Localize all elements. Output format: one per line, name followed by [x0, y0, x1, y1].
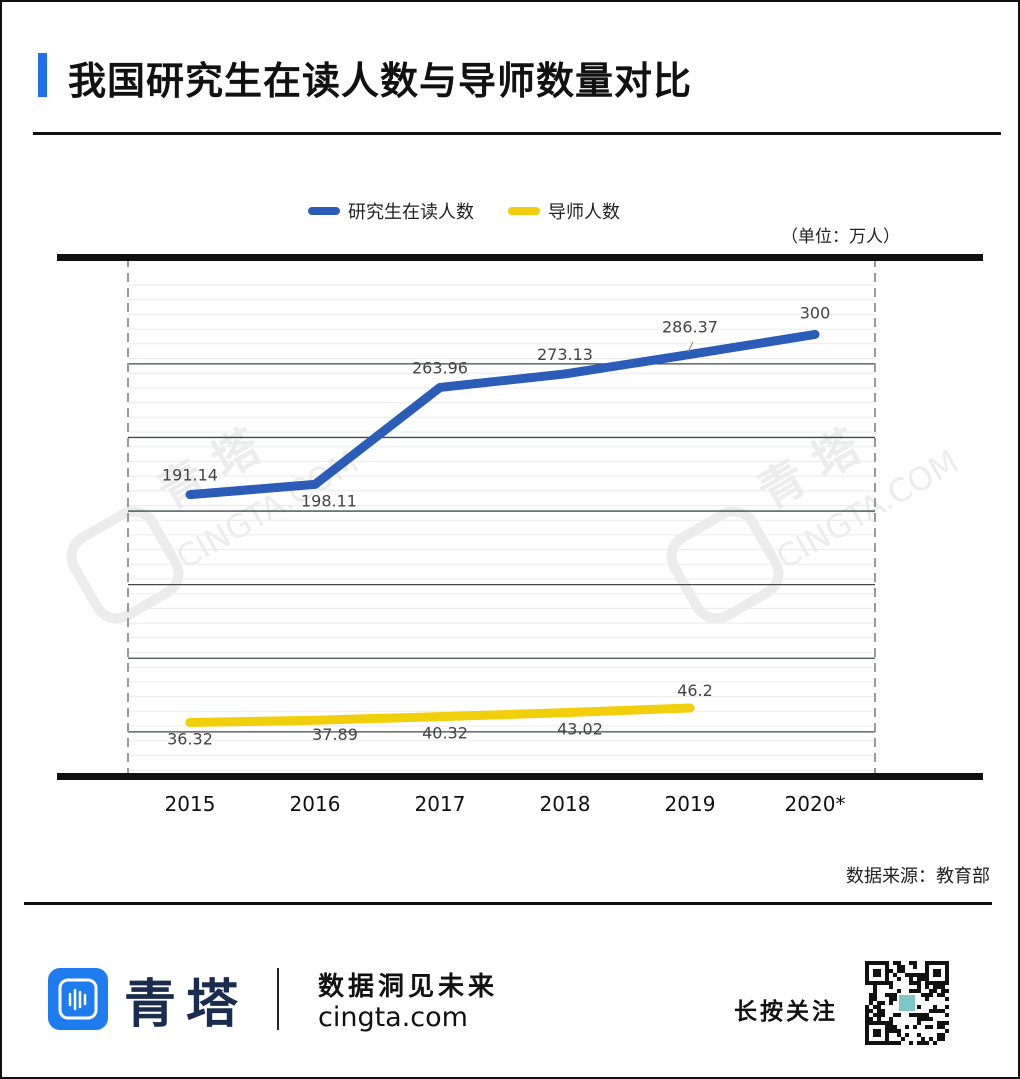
data-label: 263.96 — [412, 358, 468, 377]
x-tick-label: 2017 — [415, 792, 466, 816]
footer-url[interactable]: cingta.com — [318, 1002, 468, 1033]
plot-top-bar — [57, 254, 983, 261]
unit-label: （单位：万人） — [781, 227, 900, 247]
title-accent-bar — [38, 53, 47, 97]
data-label: 198.11 — [301, 491, 357, 510]
x-tick-label: 2020* — [785, 792, 846, 816]
data-label: 46.2 — [677, 681, 713, 700]
cingta-logo-icon — [48, 968, 108, 1030]
legend-item-supervisors: 导师人数 — [508, 196, 620, 226]
data-label: 36.32 — [167, 730, 213, 749]
footer-slogan: 数据洞见未来 — [318, 972, 499, 1002]
series-line-supervisors — [185, 703, 695, 728]
legend-label-supervisors: 导师人数 — [548, 202, 620, 223]
data-label: 300 — [800, 303, 831, 322]
x-tick-label: 2018 — [540, 792, 591, 816]
data-label: 40.32 — [422, 724, 468, 743]
legend-item-students: 研究生在读人数 — [308, 196, 474, 226]
label-leader-line — [687, 341, 694, 353]
series-line-students — [185, 329, 820, 500]
footer-vertical-divider — [277, 968, 279, 1030]
page-title: 我国研究生在读人数与导师数量对比 — [68, 59, 693, 103]
title-divider — [33, 132, 1001, 135]
plot-bottom-bar — [57, 773, 983, 780]
footer-brand: 青塔 — [124, 974, 249, 1035]
data-label: 37.89 — [312, 725, 358, 744]
x-tick-label: 2015 — [165, 792, 216, 816]
data-label: 191.14 — [162, 466, 218, 485]
data-source: 数据来源：教育部 — [846, 866, 990, 887]
legend-label-students: 研究生在读人数 — [348, 202, 474, 223]
x-tick-label: 2019 — [665, 792, 716, 816]
x-tick-label: 2016 — [290, 792, 341, 816]
chart-legend: 研究生在读人数 导师人数 — [0, 196, 1020, 226]
data-label: 43.02 — [557, 720, 603, 739]
footer-divider — [24, 902, 992, 905]
legend-swatch-supervisors — [508, 207, 540, 215]
watermark-logo-icon — [666, 506, 784, 624]
legend-swatch-students — [308, 207, 340, 215]
data-label: 286.37 — [662, 317, 718, 336]
qr-code-icon[interactable] — [864, 960, 950, 1046]
data-label: 273.13 — [537, 345, 593, 364]
watermark-logo-icon — [66, 506, 184, 624]
footer-follow-text: 长按关注 — [734, 999, 838, 1025]
